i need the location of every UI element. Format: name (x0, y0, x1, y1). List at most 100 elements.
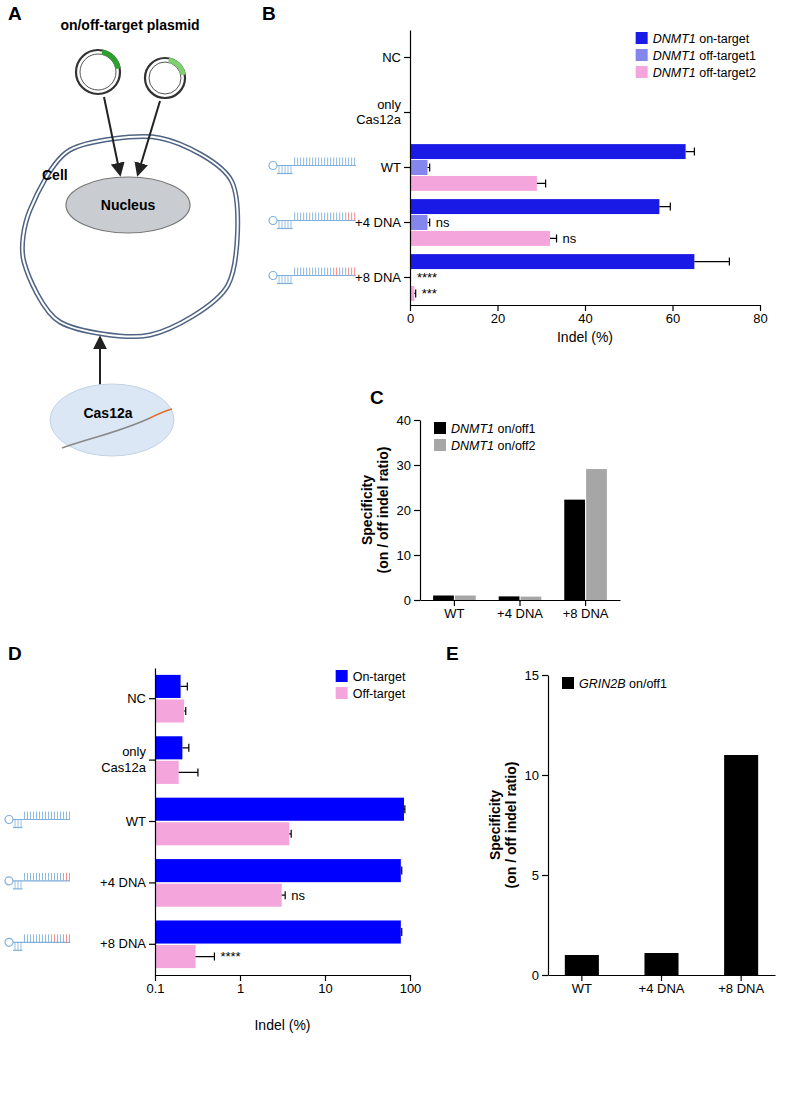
icon-tooth (333, 213, 334, 221)
tick-mark (760, 305, 761, 311)
tick-label: 0 (532, 968, 539, 983)
legend-swatch (636, 32, 648, 44)
tick-label: NC (127, 691, 146, 706)
icon-rung (288, 276, 289, 284)
tick-mark (542, 675, 548, 676)
plot-marks (155, 675, 405, 968)
error-bar (289, 830, 291, 838)
tick-label: 80 (753, 311, 767, 326)
x-axis: WT +4 DNA +8 DNA (421, 600, 621, 621)
tick: WT (381, 160, 410, 175)
plot-marks (410, 144, 729, 301)
tick-label: 10 (525, 768, 539, 783)
tick: onlyCas12a (356, 97, 410, 128)
category-tick (149, 882, 155, 883)
legend-label: DNMT1 on-target (653, 32, 750, 46)
legend-swatch (434, 422, 446, 434)
tick-mark (414, 465, 420, 466)
tick: +4 DNA (355, 215, 410, 230)
plasmid (76, 50, 120, 94)
protein-rna (62, 418, 150, 448)
icon-tooth (30, 873, 31, 881)
tick-label: WT (572, 981, 592, 996)
legend-label: GRIN2B on/off1 (579, 677, 667, 691)
legend-text-rest: on/off2 (494, 439, 536, 453)
tick: NC (127, 691, 155, 706)
plot-marks (433, 469, 607, 600)
bar (410, 144, 686, 159)
crRNA-icon (5, 934, 70, 950)
legend-swatch (636, 66, 648, 78)
legend-entry: GRIN2B on/off1 (562, 677, 667, 691)
tick-label: 1 (237, 981, 244, 996)
icon-tooth (324, 213, 325, 221)
tick-mark (414, 510, 420, 511)
tick: 5 (532, 868, 548, 883)
crRNA-icon (5, 812, 70, 828)
legend-swatch (636, 49, 648, 61)
icon-tooth (312, 268, 313, 276)
plasmid-inner (149, 62, 181, 94)
error-bar (196, 953, 215, 961)
tick: +8 DNA (563, 600, 609, 621)
bar (155, 761, 179, 784)
tick-label: 10 (397, 548, 411, 563)
icon-tooth (36, 934, 37, 942)
significance: ns (436, 215, 450, 230)
bar (433, 596, 454, 601)
icon-tooth (303, 213, 304, 221)
legend-label: DNMT1 on/off1 (451, 422, 536, 436)
icon-tooth (321, 268, 322, 276)
nucleus-label: Nucleus (101, 197, 156, 213)
icon-strand (13, 942, 70, 943)
tick-label: 5 (532, 868, 539, 883)
icon-tooth (327, 268, 328, 276)
tick: WT (444, 600, 464, 621)
diagram: on/off-target plasmidNucleusCellCas12a (22, 17, 237, 456)
y-axis-title: Specificity(on / off indel ratio) (359, 447, 391, 574)
icon-tooth (51, 812, 52, 820)
icon-tooth (312, 213, 313, 221)
legend-entry: Off-target (336, 687, 406, 701)
icon-tooth (60, 934, 61, 942)
icon-loop (5, 816, 13, 824)
category-tick (581, 975, 582, 981)
tick: 0 (407, 305, 414, 326)
panel-label: A (8, 3, 22, 24)
tick-mark (410, 975, 411, 981)
icon-tooth (345, 213, 346, 221)
icon-tooth (327, 158, 328, 166)
error-bar (659, 203, 670, 211)
legend-label: Off-target (353, 687, 406, 701)
icon-tooth (297, 213, 298, 221)
icon-tooth (27, 873, 28, 881)
error-bar (184, 707, 186, 715)
tick-label: onlyCas12a (356, 97, 402, 128)
icon-tooth (33, 934, 34, 942)
bar (155, 736, 182, 759)
legend-text-rest: on-target (696, 32, 750, 46)
icon-strand (277, 220, 356, 221)
tick: +4 DNA (497, 600, 543, 621)
tick: WT (572, 975, 592, 996)
nucleus (66, 177, 190, 233)
protein-label: Cas12a (83, 405, 132, 421)
legend-swatch (336, 670, 348, 682)
icon-tooth (306, 213, 307, 221)
icon-tooth (342, 158, 343, 166)
bar (724, 755, 758, 975)
icon-rung (291, 276, 292, 284)
icon-tooth (54, 812, 55, 820)
icon-tooth (303, 268, 304, 276)
category-tick (519, 600, 520, 606)
plot-marks (565, 755, 758, 975)
x-axis: 020406080 (407, 305, 768, 326)
y-axis: 010203040 (397, 413, 421, 608)
legend-entry: DNMT1 off-target2 (636, 66, 756, 80)
bar (586, 469, 607, 600)
axis-line (155, 669, 156, 976)
annotations: ns**** (220, 888, 305, 964)
category-tick (404, 222, 410, 223)
tick-mark (542, 975, 548, 976)
icon-rung (288, 166, 289, 174)
